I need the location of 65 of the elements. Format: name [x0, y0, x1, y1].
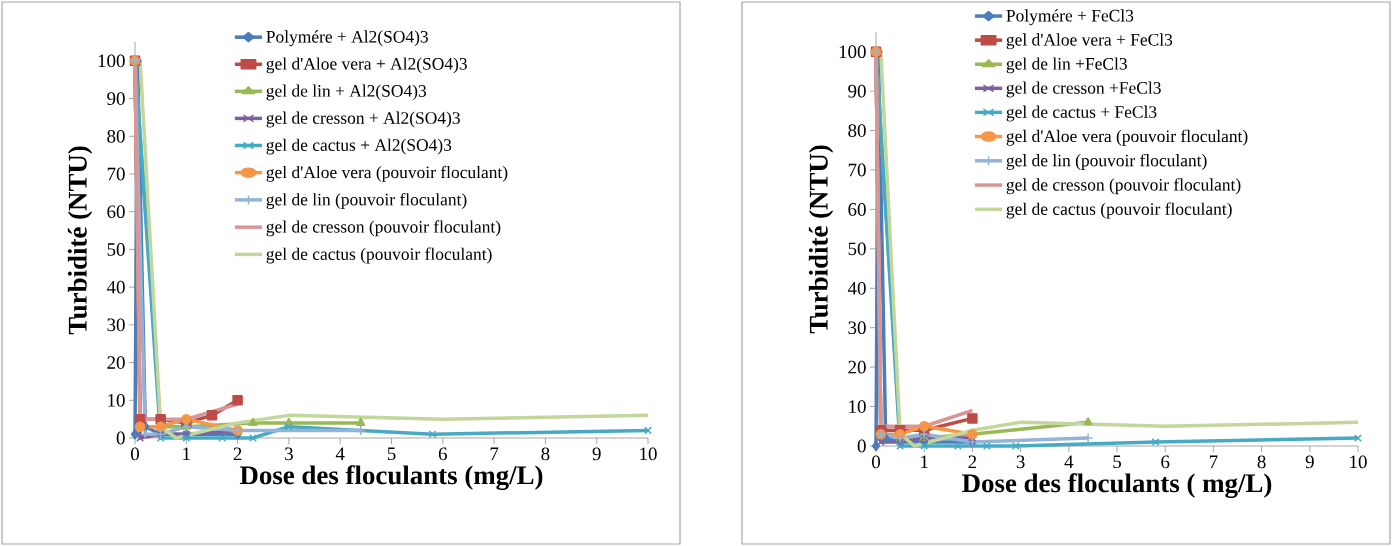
legend-label: gel de cresson + Al2(SO4)3 — [266, 111, 460, 128]
y-tick-label: 0 — [116, 431, 125, 445]
y-tick-label: 70 — [107, 167, 125, 181]
x-tick-label: 2 — [968, 455, 977, 469]
legend-label: gel de lin +FeCl3 — [1006, 57, 1127, 74]
legend-label: gel de cactus + FeCl3 — [1006, 105, 1157, 122]
x-tick-label: 0 — [130, 447, 139, 461]
x-tick-label: 1 — [183, 447, 190, 461]
x-tick-label: 3 — [285, 447, 293, 461]
y-tick-label: 100 — [839, 45, 866, 59]
legend-label: gel de cactus + Al2(SO4)3 — [266, 138, 452, 155]
x-tick-label: 1 — [921, 455, 928, 469]
legend-label: gel de cresson (pouvoir floculant) — [1006, 178, 1241, 195]
y-tick-label: 10 — [849, 400, 866, 413]
y-tick-label: 40 — [847, 281, 866, 295]
y-tick-label: 10 — [108, 393, 125, 407]
x-tick-label: 7 — [1209, 455, 1218, 468]
x-tick-label: 10 — [1350, 455, 1367, 469]
legend-label: Polymére + FeCl3 — [1006, 9, 1134, 26]
legend-label: gel d'Aloe vera + Al2(SO4)3 — [266, 57, 467, 74]
y-tick-label: 20 — [107, 356, 125, 369]
legend-label: gel de lin (pouvoir floculant) — [266, 193, 467, 210]
legend-label: gel de lin + Al2(SO4)3 — [266, 84, 427, 101]
legend-label: gel de cresson (pouvoir floculant) — [266, 220, 501, 237]
y-tick-label: 80 — [848, 124, 866, 137]
y-axis-title: Turbidité (NTU) — [67, 146, 93, 335]
x-tick-label: 6 — [438, 447, 447, 461]
y-axis-title: Turbidité (NTU) — [808, 145, 834, 334]
x-tick-label: 8 — [1257, 455, 1266, 469]
x-tick-label: 10 — [640, 447, 657, 461]
x-tick-label: 9 — [1305, 455, 1314, 469]
x-tick-label: 6 — [1161, 455, 1170, 469]
y-tick-label: 60 — [107, 205, 125, 219]
y-tick-label: 70 — [848, 163, 866, 177]
y-tick-label: 20 — [848, 360, 866, 374]
y-tick-label: 60 — [848, 203, 866, 216]
x-tick-label: 5 — [1113, 455, 1121, 469]
legend-label: gel d'Aloe vera (pouvoir floculant) — [1006, 129, 1248, 146]
legend-label: gel de cactus (pouvoir floculant) — [1006, 202, 1232, 219]
x-tick-label: 9 — [592, 447, 601, 461]
y-tick-label: 50 — [848, 242, 866, 256]
legend-label: gel d'Aloe vera + FeCl3 — [1006, 33, 1173, 50]
y-tick-label: 80 — [107, 129, 125, 143]
x-tick-label: 7 — [490, 447, 499, 460]
x-tick-label: 0 — [872, 455, 881, 469]
x-tick-label: 8 — [541, 447, 550, 461]
y-tick-label: 100 — [98, 54, 125, 68]
x-axis-title: Dose des floculants (mg/L) — [239, 465, 543, 491]
legend-label: gel de lin (pouvoir floculant) — [1006, 153, 1207, 170]
x-tick-label: 4 — [335, 447, 345, 460]
x-axis-title: Dose des floculants ( mg/L) — [962, 473, 1272, 499]
y-tick-label: 90 — [848, 84, 866, 98]
y-tick-label: 30 — [107, 318, 125, 332]
x-tick-label: 4 — [1064, 455, 1074, 468]
y-tick-label: 50 — [107, 243, 125, 256]
x-tick-label: 3 — [1016, 455, 1025, 469]
y-tick-label: 40 — [106, 280, 125, 294]
legend-label: Polymére + Al2(SO4)3 — [266, 30, 428, 47]
y-tick-label: 90 — [107, 92, 125, 105]
x-tick-label: 5 — [387, 447, 396, 461]
y-tick-label: 30 — [848, 321, 866, 335]
legend-label: gel d'Aloe vera (pouvoir floculant) — [266, 165, 508, 182]
legend-label: gel de cactus (pouvoir floculant) — [266, 247, 492, 264]
legend-label: gel de cresson +FeCl3 — [1006, 81, 1161, 98]
x-tick-label: 2 — [233, 447, 242, 461]
